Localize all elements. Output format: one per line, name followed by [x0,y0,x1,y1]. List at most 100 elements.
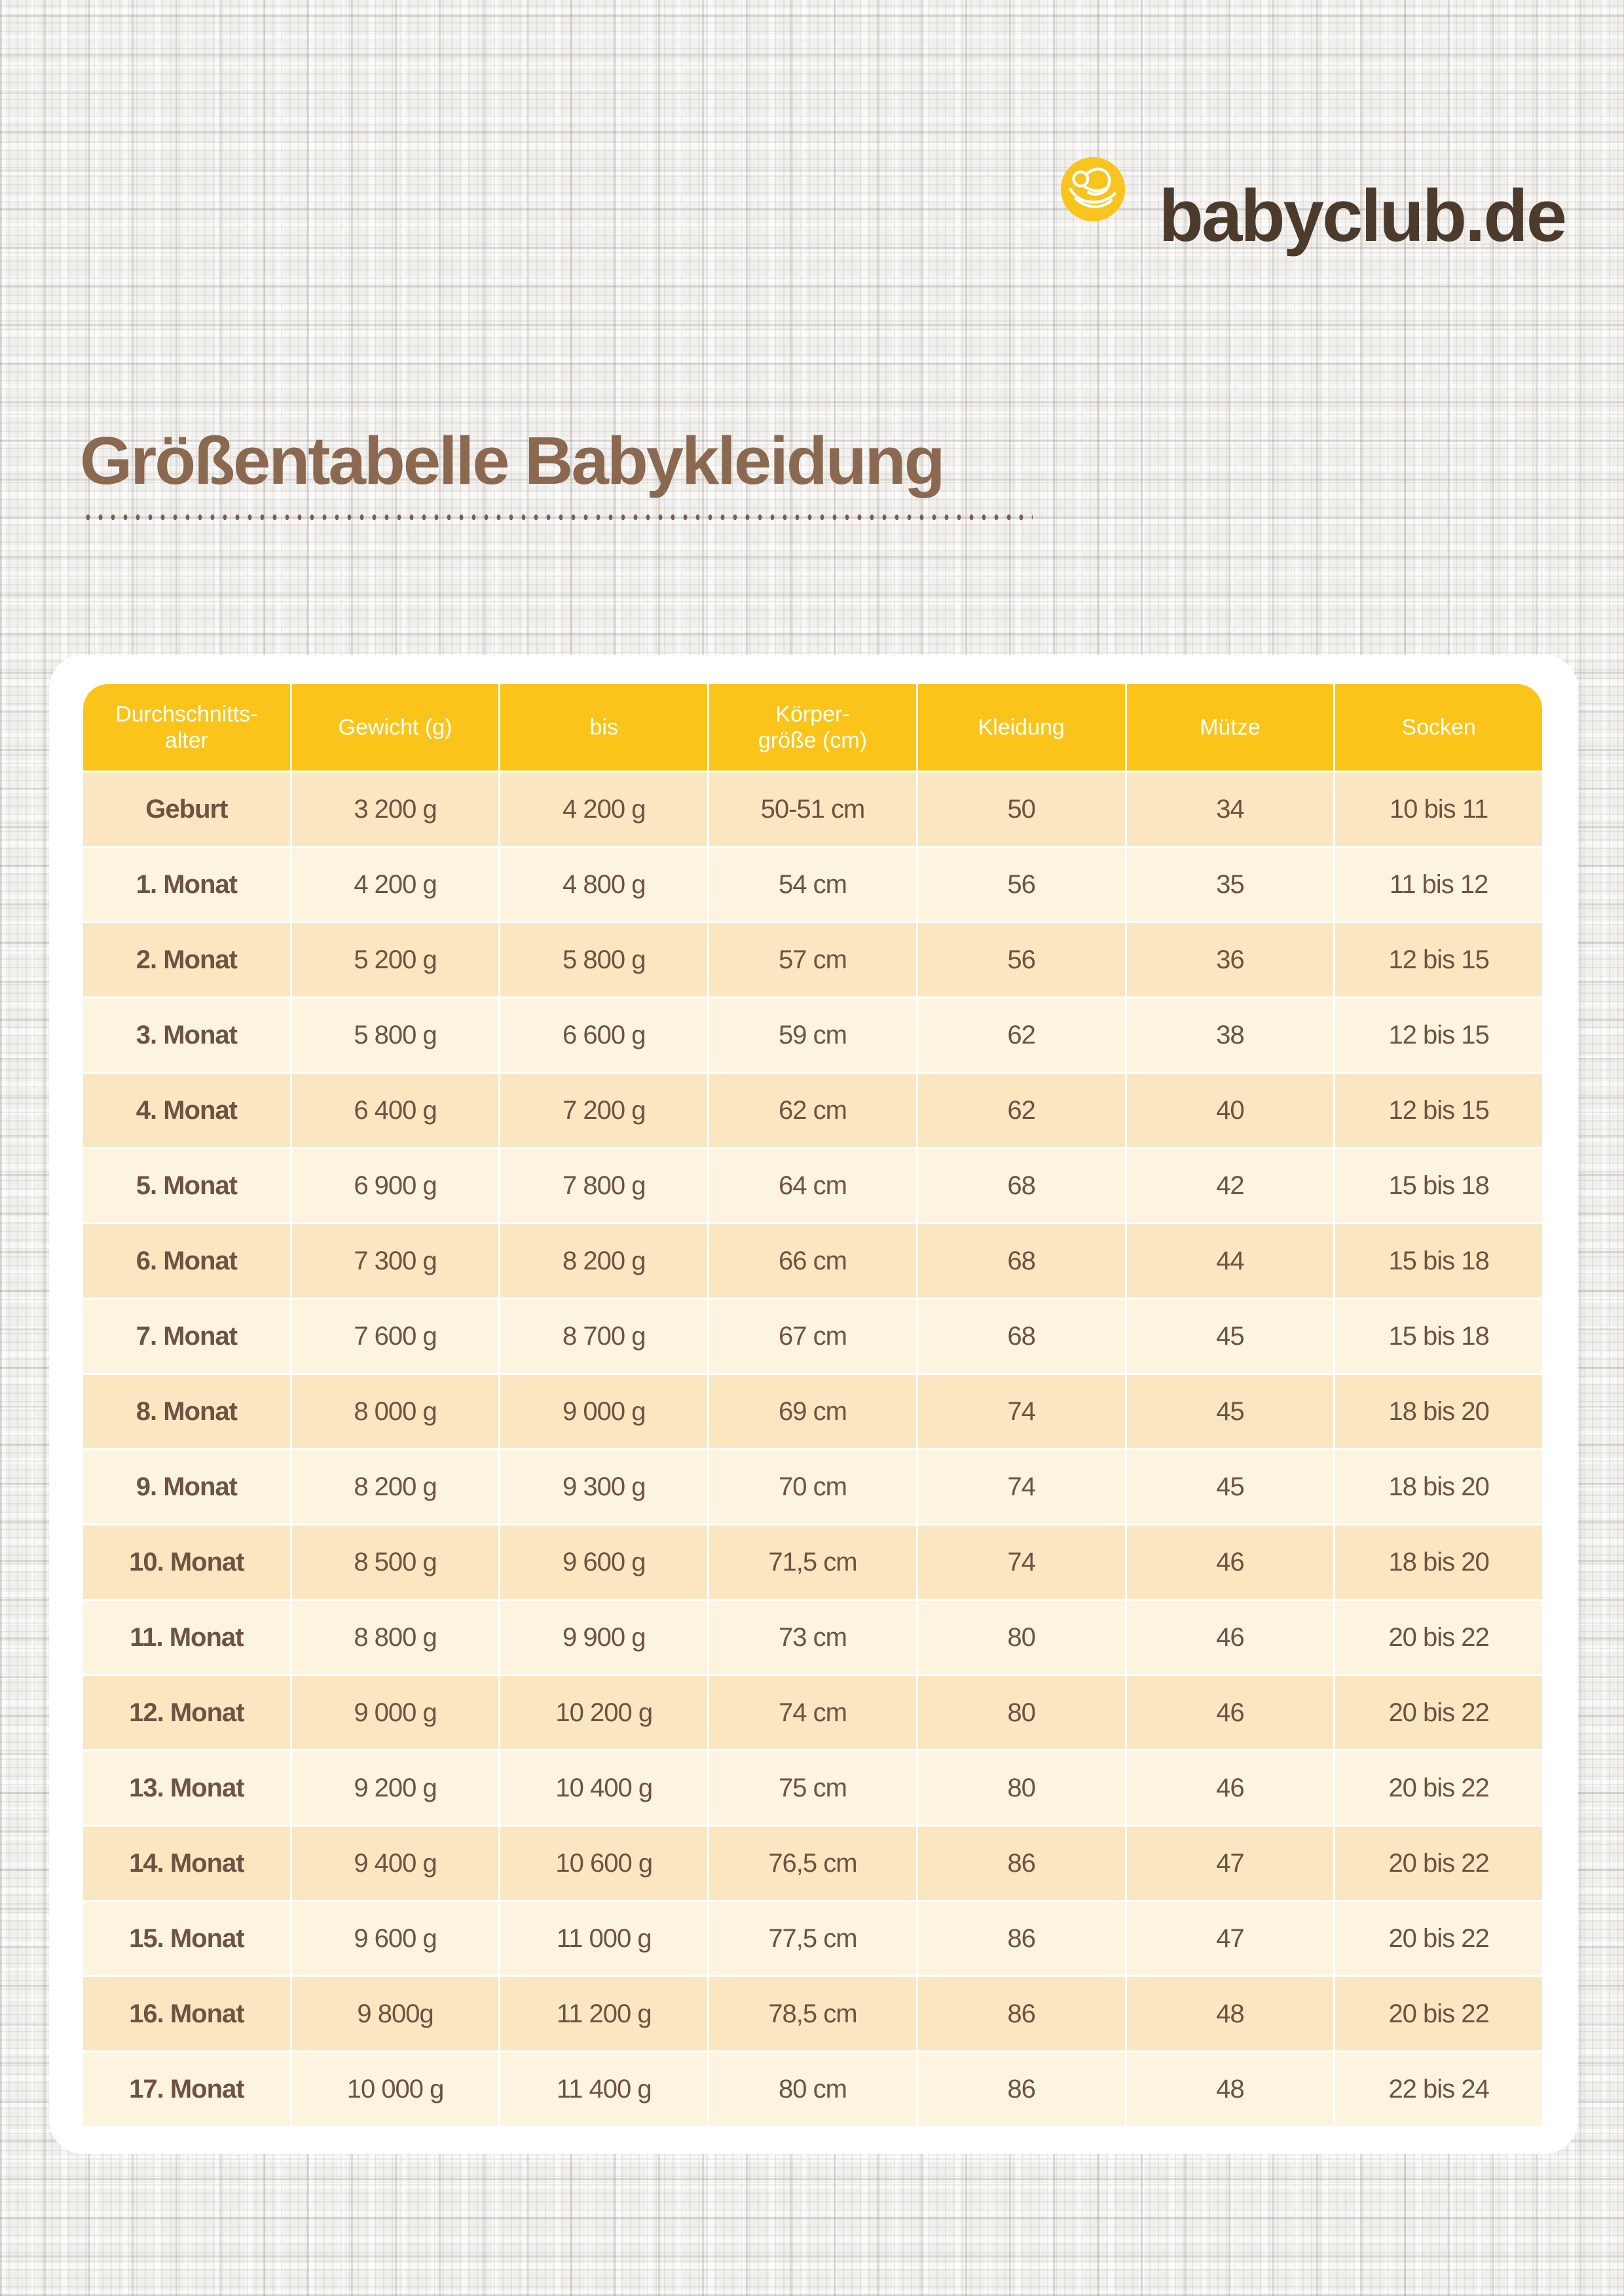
table-cell: 77,5 cm [709,1902,916,1975]
age-cell: 9. Monat [83,1450,290,1523]
table-cell: 57 cm [709,923,916,996]
table-cell: 8 500 g [291,1525,499,1599]
column-header-weight-to: bis [500,684,708,771]
table-cell: 86 [917,1827,1125,1900]
table-cell: 73 cm [709,1601,916,1674]
table-cell: 9 600 g [500,1525,708,1599]
table-cell: 34 [1126,773,1334,846]
table-header: Durchschnitts- alter Gewicht (g) bis Kör… [83,684,1542,771]
table-cell: 42 [1126,1149,1334,1222]
table-cell: 47 [1126,1827,1334,1900]
table-cell: 86 [917,1902,1125,1975]
age-cell: 11. Monat [83,1601,290,1674]
table-cell: 36 [1126,923,1334,996]
table-cell: 18 bis 20 [1335,1450,1542,1523]
age-cell: 10. Monat [83,1525,290,1599]
table-cell: 68 [917,1224,1125,1298]
table-cell: 12 bis 15 [1335,1074,1542,1147]
age-cell: 16. Monat [83,1977,290,2050]
table-cell: 80 cm [709,2052,916,2126]
table-row: 16. Monat 9 800g 11 200 g 78,5 cm 86 48 20 bis… [83,1977,1542,2050]
page-title: Größentabelle Babykleidung [80,423,945,498]
table-row: 15. Monat 9 600 g 11 000 g 77,5 cm 86 47 20 bi… [83,1902,1542,1975]
table-cell: 12 bis 15 [1335,998,1542,1072]
column-header-clothing: Kleidung [917,684,1125,771]
table-cell: 46 [1126,1751,1334,1825]
table-cell: 10 200 g [500,1676,708,1749]
column-header-hat: Mütze [1126,684,1334,771]
logo-text: babyclub.de [1158,175,1567,257]
table-cell: 75 cm [709,1751,916,1825]
table-cell: 3 200 g [291,773,499,846]
table-row: 14. Monat 9 400 g 10 600 g 76,5 cm 86 47 20 bi… [83,1827,1542,1900]
table-cell: 67 cm [709,1300,916,1373]
table-cell: 11 200 g [500,1977,708,2050]
age-cell: 17. Monat [83,2052,290,2126]
table-cell: 20 bis 22 [1335,1676,1542,1749]
table-cell: 8 200 g [500,1224,708,1298]
table-cell: 4 800 g [500,848,708,921]
table-cell: 86 [917,1977,1125,2050]
column-header-body-height: Körper- größe (cm) [709,684,916,771]
table-cell: 80 [917,1601,1125,1674]
table-cell: 62 cm [709,1074,916,1147]
table-cell: 7 200 g [500,1074,708,1147]
table-cell: 62 [917,1074,1125,1147]
table-cell: 11 bis 12 [1335,848,1542,921]
table-cell: 8 800 g [291,1601,499,1674]
column-header-average-age: Durchschnitts- alter [83,684,290,771]
table-cell: 20 bis 22 [1335,1751,1542,1825]
table-cell: 7 600 g [291,1300,499,1373]
table-row: 12. Monat 9 000 g 10 200 g 74 cm 80 46 20 bis … [83,1676,1542,1749]
age-cell: 12. Monat [83,1676,290,1749]
table-cell: 74 cm [709,1676,916,1749]
table-cell: 5 200 g [291,923,499,996]
table-cell: 45 [1126,1450,1334,1523]
table-cell: 50-51 cm [709,773,916,846]
table-cell: 7 300 g [291,1224,499,1298]
table-cell: 68 [917,1300,1125,1373]
table-cell: 56 [917,848,1125,921]
table-cell: 11 400 g [500,2052,708,2126]
table-cell: 15 bis 18 [1335,1224,1542,1298]
table-cell: 71,5 cm [709,1525,916,1599]
table-cell: 15 bis 18 [1335,1300,1542,1373]
table-cell: 9 000 g [291,1676,499,1749]
table-cell: 9 600 g [291,1902,499,1975]
table-cell: 50 [917,773,1125,846]
table-cell: 22 bis 24 [1335,2052,1542,2126]
table-cell: 74 [917,1525,1125,1599]
table-cell: 56 [917,923,1125,996]
table-cell: 69 cm [709,1375,916,1448]
table-cell: 8 000 g [291,1375,499,1448]
table-cell: 20 bis 22 [1335,1827,1542,1900]
table-cell: 86 [917,2052,1125,2126]
table-cell: 15 bis 18 [1335,1149,1542,1222]
table-cell: 10 400 g [500,1751,708,1825]
table-cell: 7 800 g [500,1149,708,1222]
age-cell: 4. Monat [83,1074,290,1147]
table-cell: 5 800 g [291,998,499,1072]
table-cell: 48 [1126,1977,1334,2050]
table-cell: 45 [1126,1300,1334,1373]
table-cell: 9 300 g [500,1450,708,1523]
baby-clothing-size-table: Durchschnitts- alter Gewicht (g) bis Kör… [81,682,1544,2128]
age-cell: 1. Monat [83,848,290,921]
table-cell: 10 600 g [500,1827,708,1900]
table-cell: 6 600 g [500,998,708,1072]
column-header-socks: Socken [1335,684,1542,771]
table-cell: 74 [917,1375,1125,1448]
age-cell: Geburt [83,773,290,846]
table-cell: 64 cm [709,1149,916,1222]
table-cell: 20 bis 22 [1335,1601,1542,1674]
table-cell: 18 bis 20 [1335,1525,1542,1599]
table-cell: 66 cm [709,1224,916,1298]
